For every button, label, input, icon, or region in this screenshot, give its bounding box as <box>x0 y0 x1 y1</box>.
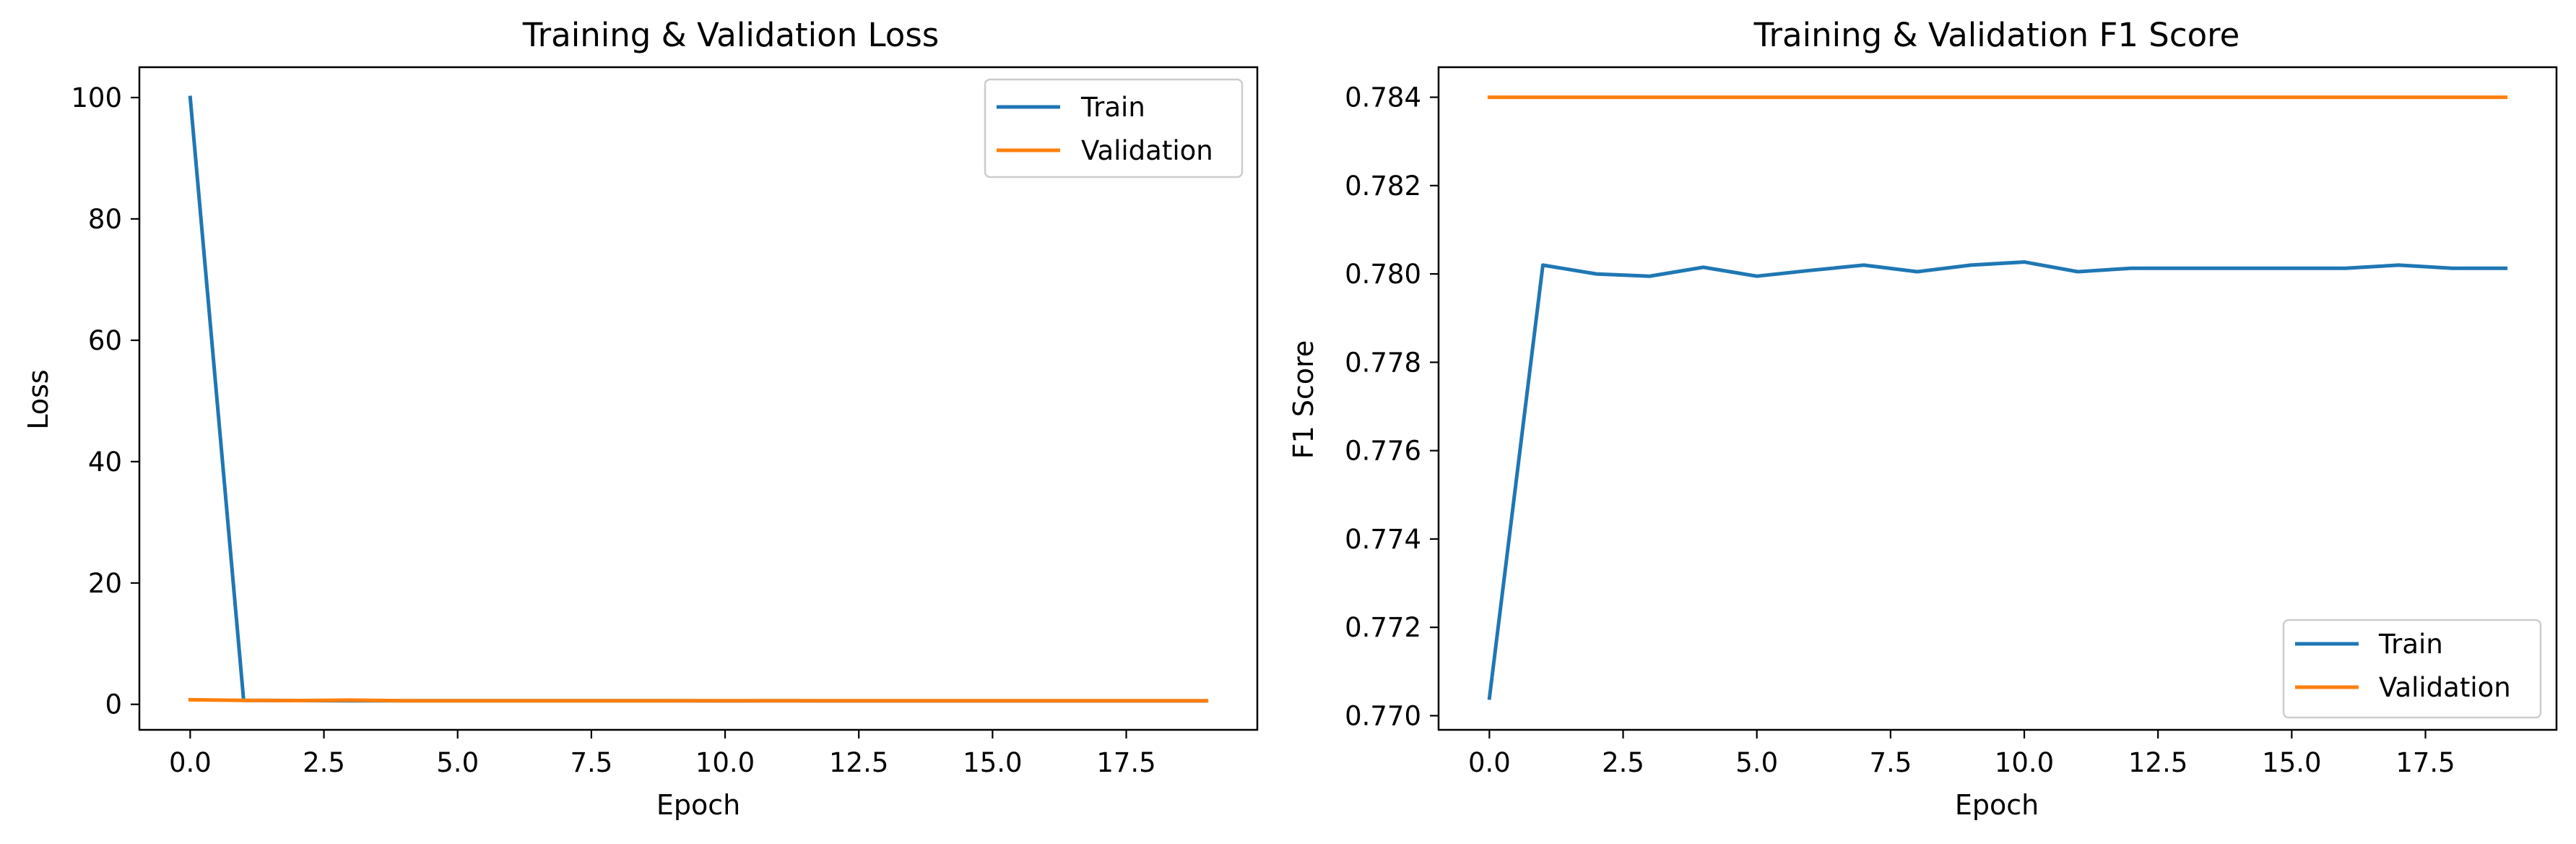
f1-ticks: 0.0 2.5 5.0 7.5 10.0 12.5 15.0 17.5 0.770 0.772 0.… <box>1345 82 2455 778</box>
f1-chart-panel: Training & Validation F1 Score Epoch F1 … <box>1288 16 2558 821</box>
f1-y-axis-label: F1 Score <box>1288 340 1319 460</box>
loss-y-axis-label: Loss <box>22 369 54 429</box>
loss-x-tick-label: 10.0 <box>695 747 755 778</box>
f1-y-tick-label: 0.770 <box>1345 700 1421 731</box>
loss-x-tick-label: 15.0 <box>963 747 1022 778</box>
loss-y-tick-label: 20 <box>88 568 122 599</box>
f1-x-tick-label: 15.0 <box>2262 747 2321 778</box>
f1-series-train-line <box>1487 260 2508 700</box>
f1-y-tick-label: 0.778 <box>1345 347 1421 378</box>
loss-x-tick-label: 0.0 <box>169 747 212 778</box>
loss-ticks: 0.0 2.5 5.0 7.5 10.0 12.5 15.0 17.5 0 20 40 60 80 100 <box>71 82 1155 778</box>
loss-series-validation-line <box>188 697 1209 703</box>
loss-y-tick-label: 40 <box>88 447 122 478</box>
loss-x-tick-label: 17.5 <box>1096 747 1155 778</box>
f1-legend-validation-label: Validation <box>2379 672 2511 703</box>
f1-y-tick-label: 0.776 <box>1345 436 1421 467</box>
loss-chart-panel: Training & Validation Loss Epoch Loss 0.… <box>22 16 1259 821</box>
f1-chart-title: Training & Validation F1 Score <box>1753 16 2240 54</box>
f1-y-tick-label: 0.780 <box>1345 259 1421 290</box>
loss-legend: Train Validation <box>984 78 1244 178</box>
loss-legend-validation-label: Validation <box>1081 135 1213 166</box>
loss-legend-box <box>984 78 1244 178</box>
f1-x-tick-label: 12.5 <box>2128 747 2187 778</box>
f1-x-tick-label: 0.0 <box>1468 747 1511 778</box>
loss-plot-frame <box>138 66 1259 731</box>
loss-y-tick-label: 60 <box>88 325 122 356</box>
f1-x-tick-label: 2.5 <box>1602 747 1644 778</box>
f1-plot-frame <box>1437 66 2558 731</box>
loss-y-tick-label: 100 <box>71 82 122 113</box>
loss-legend-train-label: Train <box>1080 92 1145 123</box>
loss-y-tick-label: 80 <box>88 204 122 235</box>
f1-x-tick-label: 7.5 <box>1869 747 1912 778</box>
f1-y-tick-label: 0.772 <box>1345 612 1421 643</box>
f1-y-tick-label: 0.774 <box>1345 524 1421 555</box>
f1-x-axis-label: Epoch <box>1955 789 2039 821</box>
f1-x-tick-label: 10.0 <box>1995 747 2054 778</box>
f1-y-tick-label: 0.782 <box>1345 171 1421 202</box>
f1-legend: Train Validation <box>2282 619 2542 719</box>
loss-chart-title: Training & Validation Loss <box>522 16 939 54</box>
f1-y-tick-label: 0.784 <box>1345 82 1421 113</box>
f1-x-tick-label: 5.0 <box>1735 747 1778 778</box>
f1-series-lines <box>1487 95 2508 700</box>
f1-legend-train-label: Train <box>2378 629 2443 660</box>
loss-y-tick-label: 0 <box>105 689 122 720</box>
loss-x-tick-label: 12.5 <box>829 747 888 778</box>
loss-x-tick-label: 7.5 <box>570 747 612 778</box>
loss-x-tick-label: 5.0 <box>436 747 479 778</box>
loss-x-axis-label: Epoch <box>656 789 740 821</box>
f1-x-tick-label: 17.5 <box>2395 747 2455 778</box>
loss-series-lines <box>188 95 1209 703</box>
loss-x-tick-label: 2.5 <box>303 747 345 778</box>
